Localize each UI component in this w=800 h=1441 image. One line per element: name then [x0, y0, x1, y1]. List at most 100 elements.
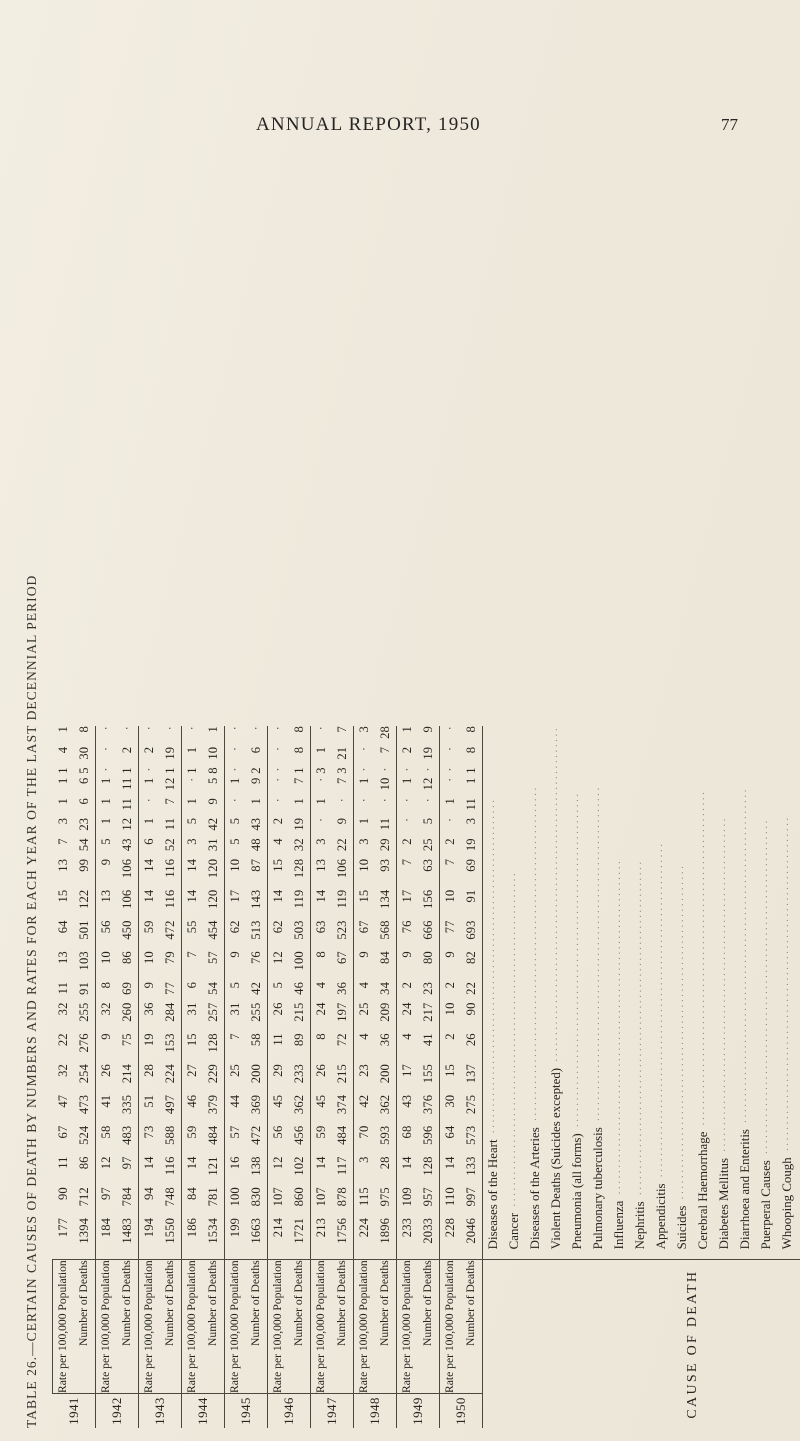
deaths-cell: 376: [417, 1094, 439, 1126]
deaths-cell: 484: [331, 1125, 353, 1157]
rate-cell: 14: [313, 1156, 328, 1170]
rate-cell: 16: [227, 1156, 242, 1170]
rate-cell: 3: [313, 767, 328, 774]
leader-dots: ········································…: [698, 789, 710, 1126]
rate-cell: 9: [356, 951, 371, 958]
rate-cell: 13: [313, 858, 328, 872]
deaths-cell: 214: [116, 1064, 138, 1095]
rate-cell: 1: [55, 726, 70, 733]
deaths-cell: 8: [288, 726, 310, 747]
rate-cell: 70: [356, 1125, 371, 1139]
deaths-cell: 54: [73, 838, 95, 859]
rate-cell: 4: [399, 1033, 414, 1040]
deaths-cell: ·: [417, 798, 439, 818]
deaths-cell: 6: [73, 798, 95, 818]
rate-cell: ·: [141, 767, 156, 772]
rate-cell: 4: [313, 982, 328, 989]
deaths-cell: 63: [417, 858, 439, 890]
rate-cell: 1: [184, 746, 199, 754]
deaths-cell: ·: [159, 726, 181, 747]
deaths-cell: 484: [202, 1125, 224, 1157]
rate-cell: 59: [184, 1125, 199, 1139]
rate-cell: 64: [55, 920, 70, 934]
rate-cell: 1: [184, 798, 199, 805]
rate-cell: ·: [356, 767, 371, 772]
deaths-cell: 11: [374, 817, 396, 839]
rate-cell: 14: [313, 889, 328, 903]
rate-cell: 56: [270, 1125, 285, 1139]
year-label: 1947: [310, 1393, 353, 1428]
rate-cell: 3: [356, 726, 371, 733]
deaths-cell: 200: [374, 1064, 396, 1095]
rate-cell: 100: [227, 1187, 242, 1207]
rate-cell: ·: [98, 726, 113, 731]
deaths-cell: 1: [202, 726, 224, 747]
rate-cell: 57: [227, 1125, 242, 1139]
deaths-cell: 153: [159, 1033, 181, 1065]
deaths-cell: 7: [331, 777, 353, 799]
deaths-cell: 19: [463, 838, 478, 852]
causes-of-death-table: 1941 Rate per 100,000 Population 177 90 11 67…: [52, 726, 800, 1428]
deaths-cell: 8: [288, 746, 310, 768]
rate-cell: 29: [270, 1064, 285, 1077]
rate-cell: ·: [313, 726, 328, 731]
rate-cell: 14: [141, 1156, 156, 1170]
deaths-cell: 133: [463, 1156, 478, 1176]
deaths-cell: 19: [288, 817, 310, 839]
rate-cell: 1: [399, 726, 414, 733]
deaths-cell: 197: [331, 1002, 353, 1034]
deaths-cell: ·: [116, 726, 138, 747]
rate-cell: 8: [313, 951, 328, 958]
rate-cell: 45: [313, 1094, 328, 1108]
rate-cell: 41: [98, 1094, 113, 1108]
rate-cell: 56: [98, 920, 113, 934]
rate-cell: 10: [227, 858, 242, 872]
deaths-cell: 1: [288, 767, 310, 778]
rate-cell: 68: [399, 1125, 414, 1139]
leader-dots: ········································…: [656, 841, 668, 1178]
deaths-cell: 472: [159, 920, 181, 952]
rate-cell: 186: [184, 1218, 199, 1238]
deaths-cell: 1: [288, 798, 310, 818]
rate-cell: 214: [270, 1218, 285, 1238]
leader-dots: ········································…: [509, 871, 521, 1207]
table-row: 1943 Rate per 100,000 Population 194 94 14 73…: [138, 726, 181, 1428]
rate-cell: 10: [442, 889, 457, 903]
deaths-cell: 11: [116, 777, 138, 799]
rate-cell: ·: [141, 726, 156, 731]
deaths-cell: 472: [245, 1125, 267, 1157]
deaths-cell: 119: [331, 889, 353, 921]
deaths-cell: 1721: [288, 1218, 310, 1260]
rate-cell: 4: [270, 838, 285, 845]
list-item: Influenza ·······························…: [609, 726, 630, 1259]
deaths-cell: 42: [202, 817, 224, 839]
deaths-cell: 90: [463, 1002, 478, 1016]
rate-cell: 1: [55, 798, 70, 805]
deaths-cell: 116: [159, 858, 181, 890]
deaths-cell: 693: [463, 920, 478, 940]
deaths-cell: 12: [116, 817, 138, 839]
rate-cell: 1: [399, 777, 414, 784]
deaths-cell: 2: [116, 746, 138, 768]
table-row: Number of Deaths 2033 957 128 596 376 155 41 217…: [417, 726, 439, 1428]
row-label-rate: Rate per 100,000 Population: [439, 1259, 461, 1394]
cause-label: Cerebral Haemorrhage: [695, 1131, 710, 1250]
deaths-cell: 41: [417, 1033, 439, 1065]
table-caption: TABLE 26.—CERTAIN CAUSES OF DEATH BY NUM…: [24, 574, 39, 1428]
table-row: 1950 Rate per 100,000 Population 228 110 14 6…: [439, 726, 482, 1428]
rate-cell: 42: [356, 1094, 371, 1108]
list-item: Whooping Cough ··························…: [777, 726, 798, 1259]
leader-dots: ········································…: [719, 816, 731, 1153]
row-label-rate: Rate per 100,000 Population: [138, 1259, 160, 1394]
deaths-cell: 276: [73, 1033, 95, 1065]
rate-cell: 67: [356, 920, 371, 934]
cause-label: Diarrhoea and Enteritis: [737, 1129, 752, 1250]
table-row: Number of Deaths 1534 781 121 484 379 229 128 25…: [202, 726, 224, 1428]
rate-cell: 9: [399, 951, 414, 958]
rate-cell: 15: [442, 1064, 457, 1077]
year-label: 1948: [353, 1393, 396, 1428]
deaths-cell: 215: [331, 1064, 353, 1095]
deaths-cell: 5: [202, 777, 224, 799]
rate-cell: 9: [141, 982, 156, 989]
deaths-cell: 34: [374, 982, 396, 1003]
